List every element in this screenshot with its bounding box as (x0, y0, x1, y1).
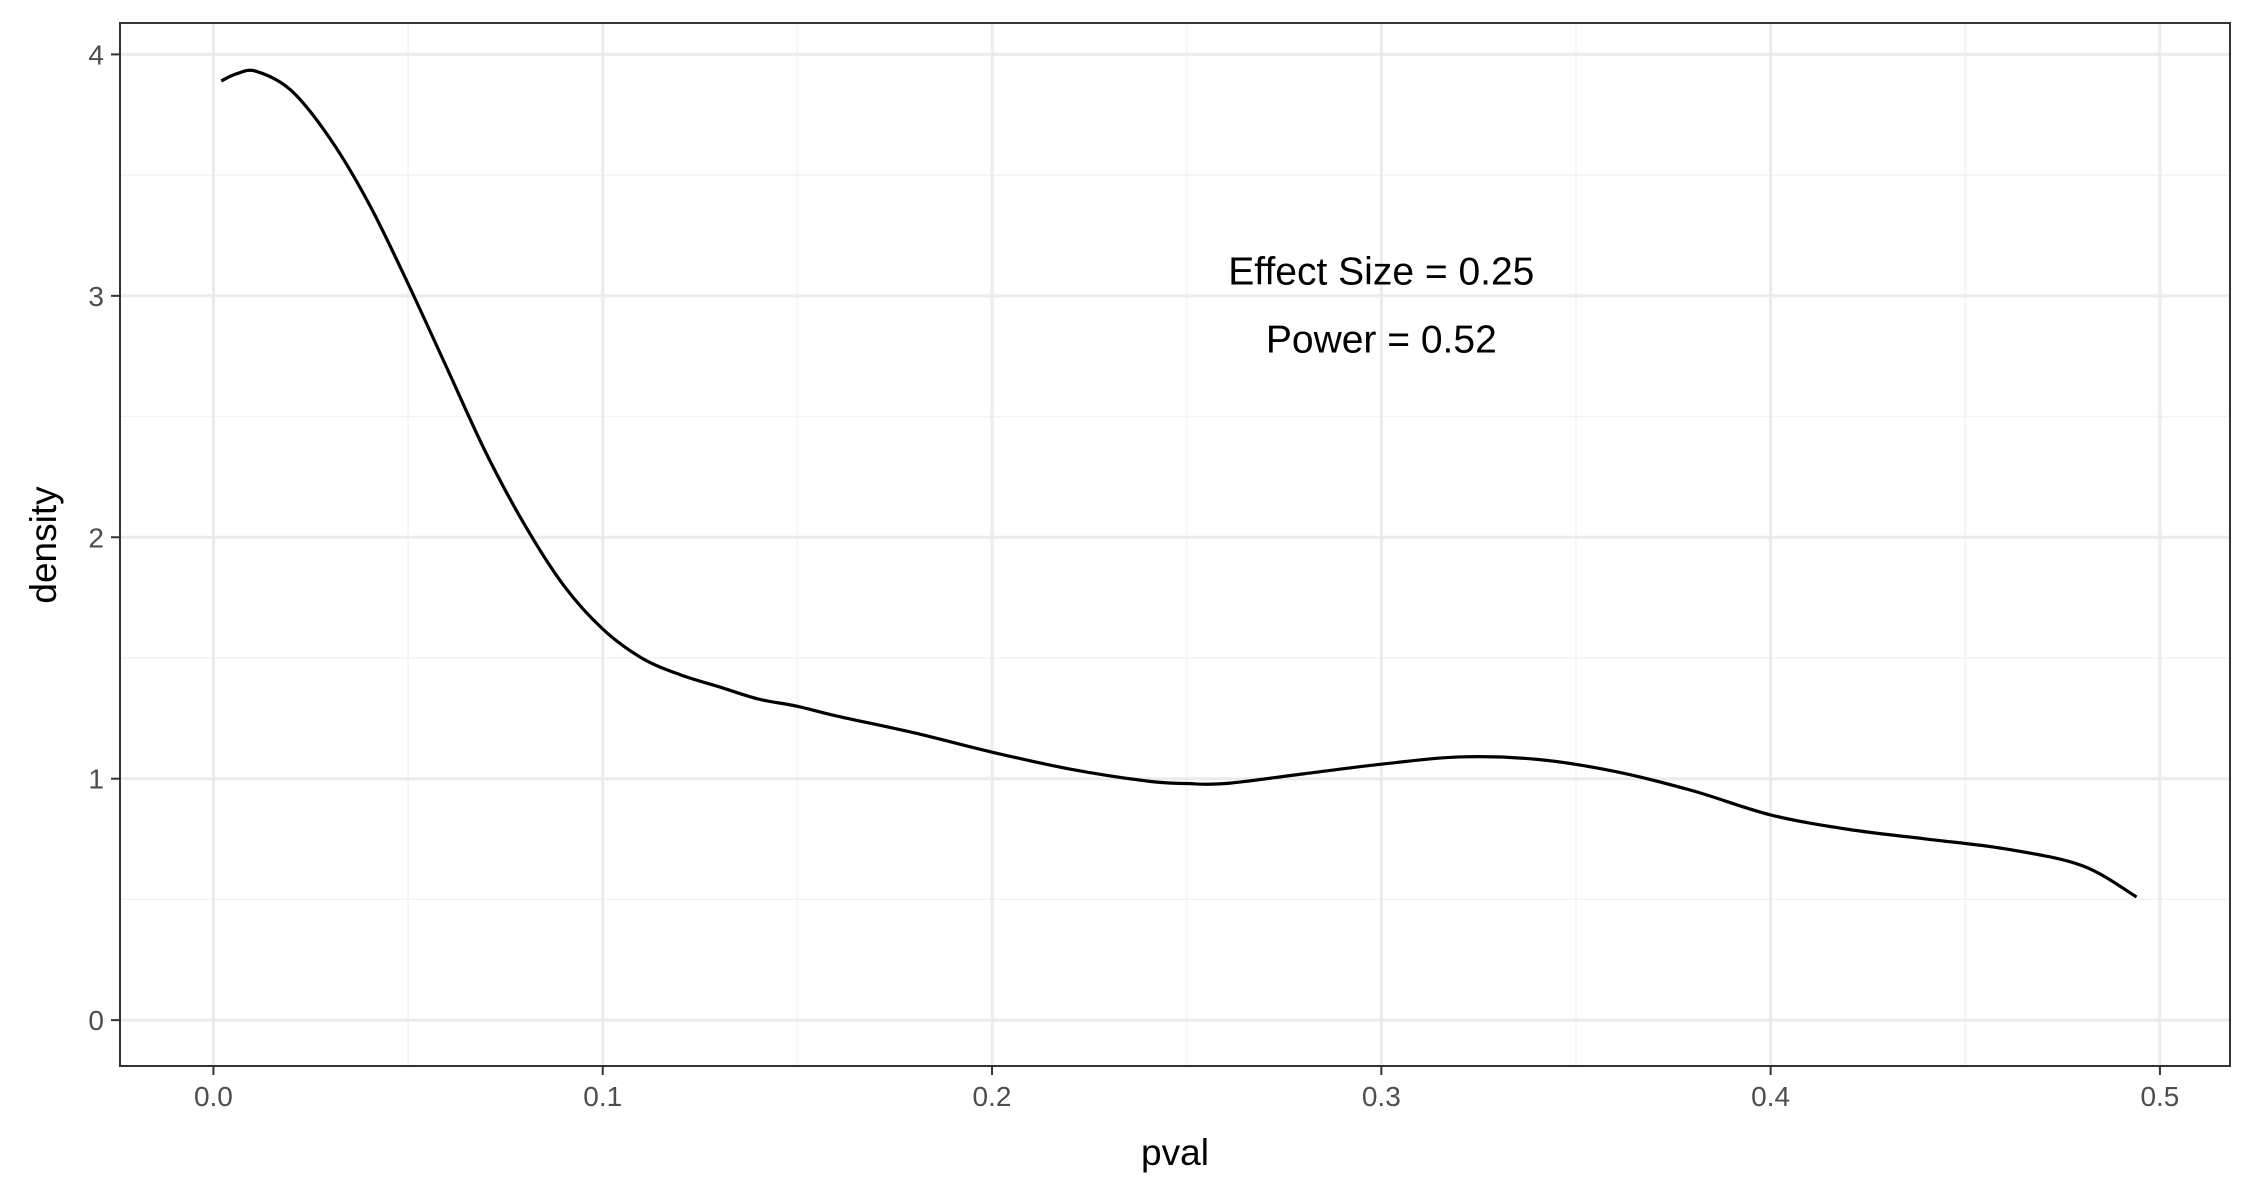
plot-panel (120, 23, 2230, 1066)
annotation-text: Effect Size = 0.25 (1228, 251, 1534, 294)
x-tick-label: 0.4 (1751, 1081, 1790, 1112)
y-tick-label: 4 (88, 39, 104, 70)
y-axis-title: density (23, 486, 64, 604)
y-axis: 0 1 2 3 4 (88, 39, 120, 1036)
x-tick-label: 0.5 (2140, 1081, 2179, 1112)
density-line (220, 68, 2138, 899)
plot-border (119, 22, 2231, 1067)
x-axis-title: pval (1141, 1132, 1209, 1173)
x-tick-label: 0.0 (194, 1081, 233, 1112)
major-gridlines (120, 23, 2230, 1066)
minor-gridlines (120, 23, 2230, 1066)
y-tick-label: 3 (88, 281, 104, 312)
series-layer (220, 68, 2138, 899)
y-tick-label: 1 (88, 764, 104, 795)
y-tick-label: 2 (88, 522, 104, 553)
x-tick-label: 0.2 (973, 1081, 1012, 1112)
annotation-text: Power = 0.52 (1266, 318, 1497, 361)
y-tick-label: 0 (88, 1005, 104, 1036)
x-tick-label: 0.1 (583, 1081, 622, 1112)
annotations: Effect Size = 0.25 Power = 0.52 (1228, 251, 1534, 362)
x-axis: 0.0 0.1 0.2 0.3 0.4 0.5 (194, 1066, 2179, 1112)
x-tick-label: 0.3 (1362, 1081, 1401, 1112)
